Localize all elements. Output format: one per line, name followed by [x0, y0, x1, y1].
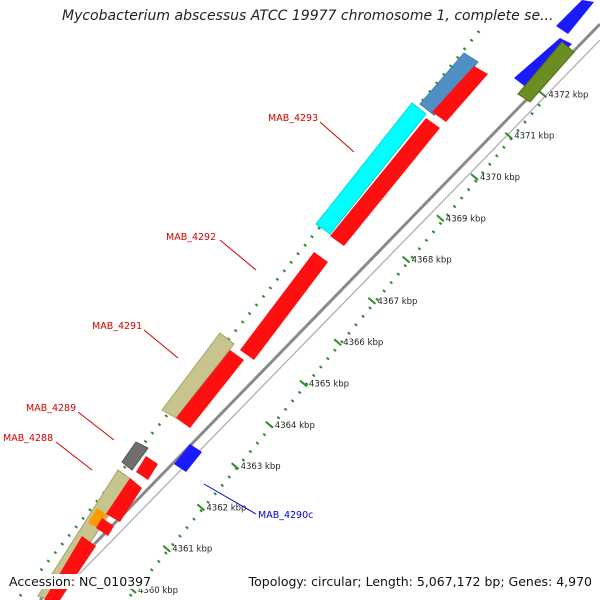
tick-mark	[230, 462, 240, 470]
gene-label-mab4289[interactable]: MAB_4289	[26, 403, 76, 414]
tick-label: 4364 kbp	[275, 421, 315, 431]
gene-label-mab4291[interactable]: MAB_4291	[92, 321, 142, 332]
gene-mab4288-segment[interactable]	[88, 508, 107, 528]
tick-mark	[538, 90, 548, 99]
tick-label: 4360 kbp	[138, 586, 178, 596]
tick-mark	[436, 214, 445, 223]
gene-mab4294[interactable]	[419, 52, 479, 116]
gene-label-mab4290c[interactable]: MAB_4290c	[258, 510, 313, 521]
map-title: Mycobacterium abscessus ATCC 19977 chrom…	[62, 8, 554, 24]
tick-marks: 4360 kbp 4361 kbp 4362 kbp 4363 kbp 4364 kbp…	[128, 90, 588, 596]
tick-mark	[504, 131, 513, 140]
tick-mark	[401, 255, 411, 264]
accession-text: Accession: NC_010397	[9, 574, 152, 589]
gene-mab4292[interactable]	[240, 252, 328, 360]
tick-label: 4365 kbp	[309, 380, 349, 390]
tick-label: 4372 kbp	[548, 90, 588, 100]
tick-label: 4361 kbp	[172, 545, 212, 555]
tick-label: 4367 kbp	[377, 297, 417, 307]
gene-mab4293[interactable]	[330, 118, 440, 246]
tick-rail-upper	[18, 29, 482, 597]
gene-red-4[interactable]	[136, 456, 158, 480]
tick-mark	[299, 379, 308, 388]
gene-mab4291[interactable]	[161, 332, 235, 419]
chromosome-backbone	[38, 22, 600, 600]
gene-label-mab4293[interactable]: MAB_4293	[268, 113, 318, 124]
tick-rail-lower	[128, 103, 542, 597]
gene-label-mab4288[interactable]: MAB_4288	[3, 433, 53, 444]
gene-label-mab4292[interactable]: MAB_4292	[166, 232, 216, 243]
tick-label: 4371 kbp	[514, 132, 554, 142]
gene-reverse-top-2[interactable]	[556, 0, 594, 34]
gene-red-top[interactable]	[432, 66, 488, 122]
label-leaders	[55, 121, 355, 515]
tick-mark	[196, 503, 206, 512]
tick-label: 4368 kbp	[412, 256, 452, 266]
tick-label: 4362 kbp	[206, 503, 246, 513]
topology-summary: Topology: circular; Length: 5,067,172 bp…	[248, 574, 592, 589]
gene-labels: MAB_4293 MAB_4292 MAB_4291 MAB_4289 MAB_…	[3, 113, 318, 521]
chromosome-backbone-inner	[53, 39, 600, 600]
gene-mab4289[interactable]	[121, 441, 149, 471]
gene-track-outer	[37, 0, 594, 600]
gene-mab4293-outer[interactable]	[315, 102, 427, 235]
tick-label: 4363 kbp	[241, 462, 281, 472]
tick-mark	[367, 297, 377, 305]
gene-red-3[interactable]	[106, 478, 142, 522]
gene-mab4290c[interactable]	[174, 444, 202, 472]
tick-mark	[333, 338, 342, 346]
tick-mark	[470, 173, 479, 181]
tick-label: 4369 kbp	[446, 214, 486, 224]
gene-olive-top[interactable]	[517, 41, 575, 103]
gene-red-2[interactable]	[96, 518, 114, 536]
tick-mark	[265, 421, 274, 429]
tick-label: 4366 kbp	[343, 338, 383, 348]
tick-mark	[162, 544, 171, 553]
tick-label: 4370 kbp	[480, 173, 520, 183]
gene-red-5[interactable]	[176, 350, 244, 428]
